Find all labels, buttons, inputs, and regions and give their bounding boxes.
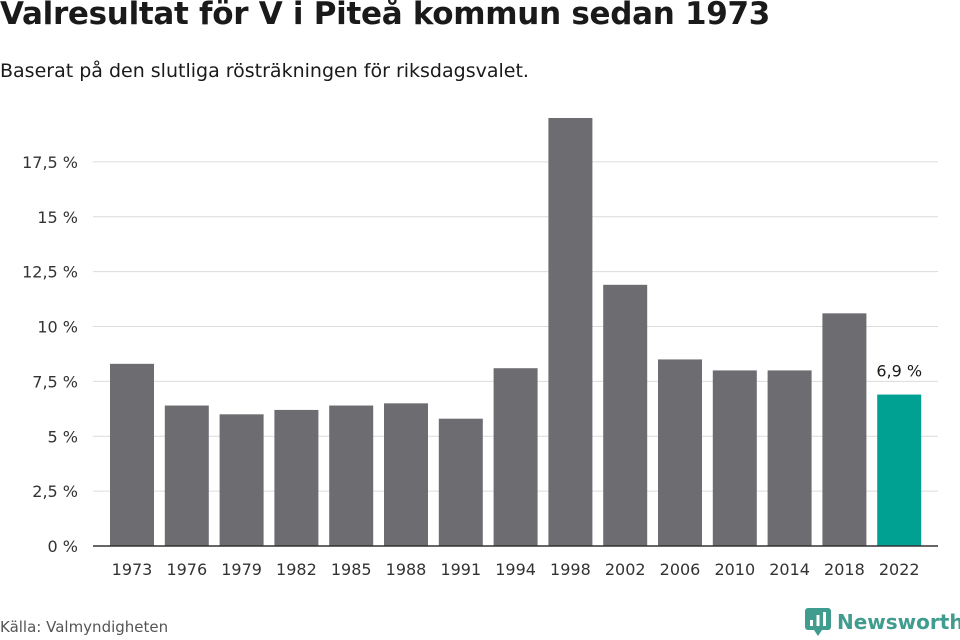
x-tick-label: 1982	[276, 560, 317, 579]
bar-1979	[219, 414, 264, 546]
bar-2002	[603, 284, 648, 546]
bar-2018	[822, 313, 867, 546]
x-tick-label: 1973	[112, 560, 153, 579]
bar-1976	[164, 405, 209, 546]
x-tick-label: 2002	[605, 560, 646, 579]
bar-2014	[767, 370, 812, 546]
bar-1982	[274, 409, 319, 546]
bar-2022	[877, 394, 922, 546]
y-tick-label: 15 %	[37, 208, 78, 227]
y-tick-label: 0 %	[48, 537, 78, 556]
bar-1994	[493, 368, 538, 546]
x-tick-label: 1979	[221, 560, 262, 579]
bar-2010	[712, 370, 757, 546]
data-label-2022: 6,9 %	[876, 362, 922, 381]
bar-1973	[110, 363, 154, 546]
x-tick-label: 2018	[824, 560, 865, 579]
bar-1991	[438, 418, 483, 546]
x-tick-label: 1998	[550, 560, 591, 579]
x-tick-label: 2006	[660, 560, 701, 579]
x-tick-label: 1991	[440, 560, 481, 579]
bar-1985	[329, 405, 374, 546]
bar-chart: 0 % 2,5 % 5 % 7,5 % 10 % 12,5 % 15 % 17,5 % 1973…	[22, 118, 938, 579]
x-tick-label: 1976	[166, 560, 207, 579]
y-tick-label: 2,5 %	[32, 482, 78, 501]
brand: Newsworthy	[805, 608, 960, 636]
y-tick-label: 10 %	[37, 318, 78, 337]
y-tick-label: 5 %	[48, 427, 78, 446]
x-tick-label: 1988	[386, 560, 427, 579]
bar-1998	[548, 118, 593, 546]
chart-subtitle: Baserat på den slutliga rösträkningen fö…	[0, 60, 529, 82]
newsworthy-logo-icon	[805, 608, 831, 636]
source-note: Källa: Valmyndigheten	[0, 618, 169, 636]
bar-2006	[658, 359, 702, 546]
x-tick-label: 2022	[879, 560, 920, 579]
x-tick-label: 1985	[331, 560, 372, 579]
y-tick-label: 7,5 %	[32, 372, 78, 391]
chart-title: Valresultat för V i Piteå kommun sedan 1…	[0, 0, 771, 32]
x-tick-label: 2010	[714, 560, 755, 579]
bar-1988	[384, 403, 428, 546]
x-tick-label: 1994	[495, 560, 536, 579]
brand-name: Newsworthy	[837, 610, 960, 634]
x-tick-label: 2014	[769, 560, 810, 579]
y-tick-label: 12,5 %	[22, 263, 78, 282]
y-tick-label: 17,5 %	[22, 153, 78, 172]
